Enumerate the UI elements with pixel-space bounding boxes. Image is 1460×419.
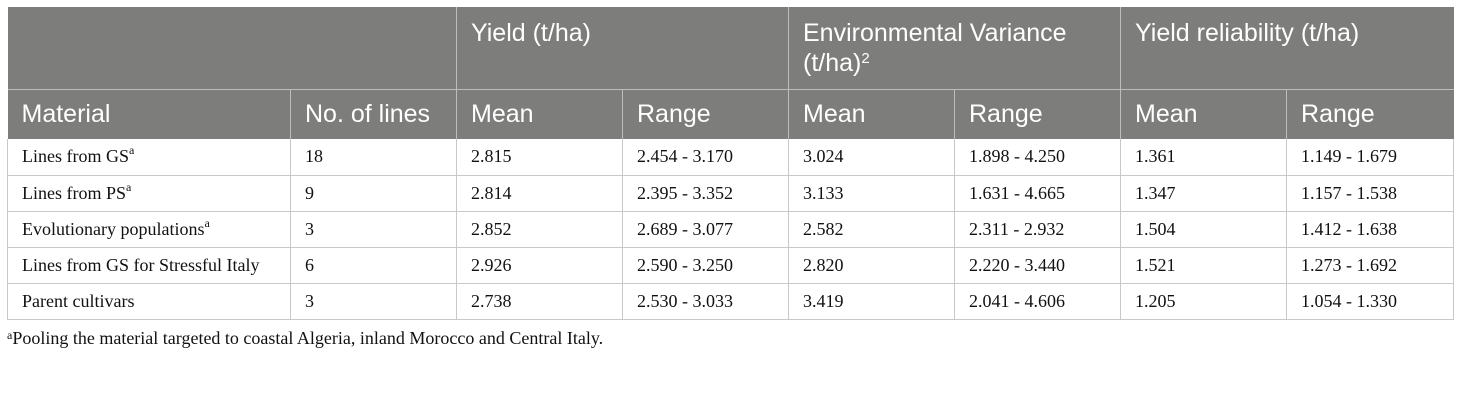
header-group-yield-label: Yield (t/ha) xyxy=(471,19,591,47)
cell-env-range: 1.898 - 4.250 xyxy=(954,139,1122,176)
cell-rel-range: 1.149 - 1.679 xyxy=(1286,139,1455,176)
table-row: Evolutionary populationsa 3 2.852 2.689 … xyxy=(7,211,1455,248)
cell-lines: 18 xyxy=(290,139,457,176)
table-row: Lines from PSa 9 2.814 2.395 - 3.352 3.1… xyxy=(7,175,1455,212)
header-rel-mean: Mean xyxy=(1120,89,1288,139)
cell-material: Lines from PSa xyxy=(7,175,291,212)
cell-lines: 6 xyxy=(290,247,457,284)
table-row: Lines from GSa 18 2.815 2.454 - 3.170 3.… xyxy=(7,139,1455,176)
cell-env-mean: 3.024 xyxy=(788,139,955,176)
cell-rel-mean: 1.504 xyxy=(1120,211,1288,248)
cell-rel-range: 1.412 - 1.638 xyxy=(1286,211,1455,248)
header-group-reliability-label: Yield reliability (t/ha) xyxy=(1135,19,1360,47)
cell-lines: 3 xyxy=(290,283,457,320)
header-group-env-variance-label: Environmental Variance (t/ha) xyxy=(803,19,1067,77)
table-header: Yield (t/ha) Environmental Variance (t/h… xyxy=(7,7,1454,139)
header-lines: No. of lines xyxy=(290,89,457,139)
cell-env-range: 2.220 - 3.440 xyxy=(954,247,1122,284)
table-footnote: aPooling the material targeted to coasta… xyxy=(7,327,1453,349)
cell-yield-mean: 2.926 xyxy=(456,247,623,284)
cell-lines: 9 xyxy=(290,175,457,212)
table-row: Lines from GS for Stressful Italy 6 2.92… xyxy=(7,247,1455,284)
header-rel-range: Range xyxy=(1286,89,1454,139)
footnote-text: Pooling the material targeted to coastal… xyxy=(12,327,604,348)
footnote-marker: a xyxy=(7,327,13,342)
cell-yield-mean: 2.814 xyxy=(456,175,623,212)
cell-rel-range: 1.273 - 1.692 xyxy=(1286,247,1455,284)
header-sub-row: Material No. of lines Mean Range Mean Ra… xyxy=(7,89,1454,139)
header-group-reliability: Yield reliability (t/ha) xyxy=(1120,7,1454,90)
cell-yield-mean: 2.738 xyxy=(456,283,623,320)
table-container: Yield (t/ha) Environmental Variance (t/h… xyxy=(7,7,1455,349)
cell-rel-range: 1.054 - 1.330 xyxy=(1286,283,1455,320)
header-material: Material xyxy=(7,89,291,139)
cell-material-text: Evolutionary populations xyxy=(22,218,205,239)
cell-env-mean: 2.582 xyxy=(788,211,955,248)
header-env-mean: Mean xyxy=(788,89,955,139)
cell-env-range: 1.631 - 4.665 xyxy=(954,175,1122,212)
cell-yield-range: 2.395 - 3.352 xyxy=(622,175,789,212)
cell-env-range: 2.311 - 2.932 xyxy=(954,211,1122,248)
results-table: Yield (t/ha) Environmental Variance (t/h… xyxy=(7,7,1455,320)
header-group-row: Yield (t/ha) Environmental Variance (t/h… xyxy=(7,7,1454,90)
cell-env-mean: 3.133 xyxy=(788,175,955,212)
table-row: Parent cultivars 3 2.738 2.530 - 3.033 3… xyxy=(7,283,1455,320)
cell-yield-mean: 2.815 xyxy=(456,139,623,176)
cell-material-sup: a xyxy=(204,215,210,230)
cell-env-mean: 3.419 xyxy=(788,283,955,320)
header-group-env-variance-sup: 2 xyxy=(861,50,870,67)
cell-yield-range: 2.590 - 3.250 xyxy=(622,247,789,284)
cell-material: Lines from GSa xyxy=(7,139,291,176)
cell-rel-mean: 1.205 xyxy=(1120,283,1288,320)
cell-yield-range: 2.689 - 3.077 xyxy=(622,211,789,248)
cell-material: Parent cultivars xyxy=(7,283,291,320)
header-env-range: Range xyxy=(954,89,1122,139)
cell-yield-range: 2.530 - 3.033 xyxy=(622,283,789,320)
cell-lines: 3 xyxy=(290,211,457,248)
cell-env-mean: 2.820 xyxy=(788,247,955,284)
cell-material-text: Lines from GS xyxy=(22,146,129,167)
header-group-yield: Yield (t/ha) xyxy=(456,7,789,90)
cell-rel-mean: 1.521 xyxy=(1120,247,1288,284)
cell-material-text: Lines from GS for Stressful Italy xyxy=(22,254,260,275)
cell-material-text: Parent cultivars xyxy=(22,290,135,311)
cell-material: Evolutionary populationsa xyxy=(7,211,291,248)
cell-material: Lines from GS for Stressful Italy xyxy=(7,247,291,284)
header-yield-range: Range xyxy=(622,89,789,139)
header-group-empty xyxy=(7,7,457,90)
cell-material-sup: a xyxy=(126,179,132,194)
cell-rel-mean: 1.347 xyxy=(1120,175,1288,212)
table-body: Lines from GSa 18 2.815 2.454 - 3.170 3.… xyxy=(7,139,1455,320)
header-group-env-variance: Environmental Variance (t/ha)2 xyxy=(788,7,1122,90)
cell-material-text: Lines from PS xyxy=(22,182,127,203)
cell-yield-range: 2.454 - 3.170 xyxy=(622,139,789,176)
cell-rel-mean: 1.361 xyxy=(1120,139,1288,176)
header-yield-mean: Mean xyxy=(456,89,623,139)
cell-yield-mean: 2.852 xyxy=(456,211,623,248)
cell-env-range: 2.041 - 4.606 xyxy=(954,283,1122,320)
cell-material-sup: a xyxy=(129,143,135,158)
cell-rel-range: 1.157 - 1.538 xyxy=(1286,175,1455,212)
